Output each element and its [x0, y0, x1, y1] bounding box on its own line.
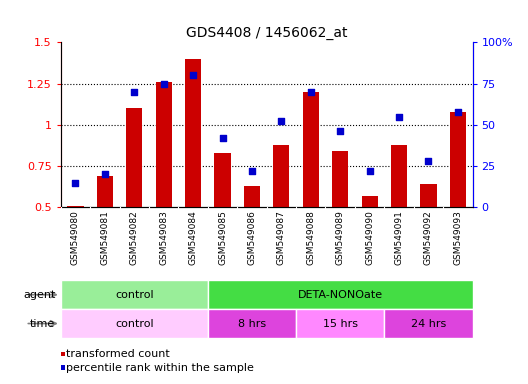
Text: 24 hrs: 24 hrs — [411, 318, 446, 329]
Bar — [214, 153, 231, 207]
Point — [248, 168, 256, 174]
Bar — [126, 108, 143, 207]
Point — [277, 118, 286, 124]
Bar — [244, 186, 260, 207]
Text: agent: agent — [23, 290, 55, 300]
Bar — [61, 309, 208, 338]
Point — [336, 128, 344, 134]
Bar — [384, 309, 473, 338]
Point — [101, 171, 109, 177]
Bar — [274, 145, 289, 207]
Text: 15 hrs: 15 hrs — [323, 318, 357, 329]
Bar — [391, 145, 407, 207]
Bar — [208, 309, 296, 338]
Bar — [332, 151, 348, 207]
Text: percentile rank within the sample: percentile rank within the sample — [66, 362, 253, 373]
Point — [189, 72, 197, 78]
Text: DETA-NONOate: DETA-NONOate — [298, 290, 383, 300]
Text: time: time — [30, 318, 55, 329]
Bar — [185, 59, 201, 207]
Point — [395, 114, 403, 120]
Text: GDS4408 / 1456062_at: GDS4408 / 1456062_at — [186, 26, 347, 40]
Bar — [208, 280, 473, 309]
Point — [424, 158, 432, 164]
Bar — [68, 206, 83, 207]
Text: control: control — [115, 318, 154, 329]
Point — [71, 180, 80, 186]
Point — [218, 135, 227, 141]
Point — [130, 89, 138, 95]
Bar — [97, 176, 113, 207]
Bar — [303, 92, 319, 207]
Point — [307, 89, 315, 95]
Text: control: control — [115, 290, 154, 300]
Bar — [156, 82, 172, 207]
Bar — [450, 112, 466, 207]
Bar — [362, 196, 378, 207]
Text: transformed count: transformed count — [66, 349, 169, 359]
Bar — [61, 280, 208, 309]
Point — [365, 168, 374, 174]
Point — [159, 81, 168, 87]
Bar — [420, 184, 437, 207]
Point — [454, 109, 462, 115]
Bar — [296, 309, 384, 338]
Text: 8 hrs: 8 hrs — [238, 318, 266, 329]
